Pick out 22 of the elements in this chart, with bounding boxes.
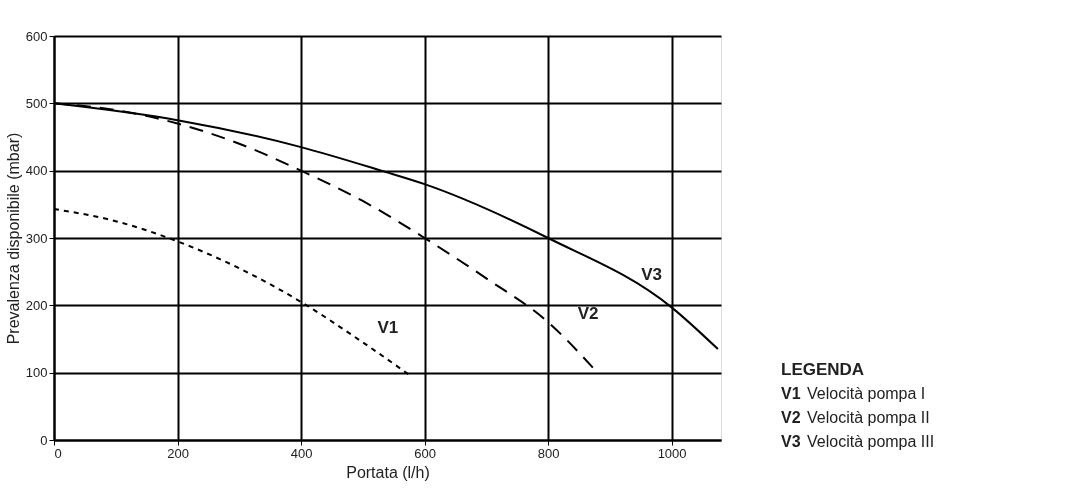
x-tick-label: 1000 bbox=[657, 445, 687, 461]
x-tick-label: 800 bbox=[537, 445, 560, 461]
x-tick-label: 200 bbox=[167, 445, 189, 461]
y-tick-label: 0 bbox=[40, 432, 48, 448]
y-tick-label: 200 bbox=[25, 297, 48, 313]
y-tick-label: 600 bbox=[25, 28, 48, 44]
text: V2 Velocità pompa II bbox=[781, 409, 930, 426]
x-tick-label: 0 bbox=[54, 445, 62, 461]
x-tick-label: 400 bbox=[290, 445, 313, 461]
y-tick-label: 500 bbox=[25, 95, 48, 111]
x-tick-label: 600 bbox=[414, 445, 436, 461]
text: V3 Velocità pompa III bbox=[781, 433, 935, 450]
x-axis-title: Portata (l/h) bbox=[346, 463, 430, 481]
y-tick-label: 400 bbox=[25, 163, 48, 179]
y-tick-label: 300 bbox=[25, 230, 48, 246]
series-label: V1 bbox=[377, 318, 399, 338]
series-label: V2 bbox=[577, 304, 599, 324]
series-label: V3 bbox=[641, 265, 662, 285]
legend-title: LEGENDA bbox=[781, 360, 865, 379]
y-axis-title: Prevalenza disponibile (mbar) bbox=[4, 132, 22, 345]
y-tick-label: 100 bbox=[25, 365, 48, 381]
text: V1 Velocità pompa I bbox=[781, 385, 926, 402]
